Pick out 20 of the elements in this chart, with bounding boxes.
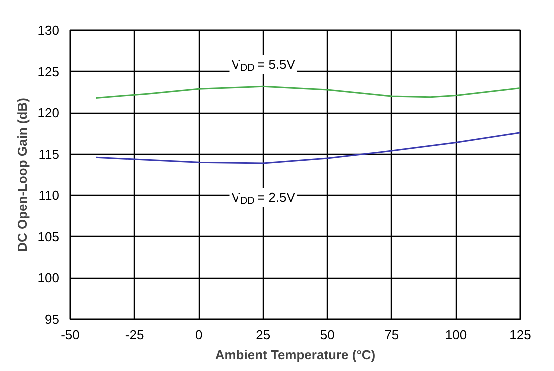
x-tick-label: -50 xyxy=(61,328,80,342)
y-tick-label: 100 xyxy=(38,270,60,286)
x-tick-label: 100 xyxy=(445,328,468,342)
x-axis-title: Ambient Temperature (°C) xyxy=(215,348,376,362)
line-series xyxy=(95,86,520,99)
line-series xyxy=(95,132,520,164)
x-tick-label: 0 xyxy=(195,328,203,342)
x-tick-label: 125 xyxy=(510,328,532,342)
y-tick-label: 115 xyxy=(38,146,60,162)
y-tick-label: 105 xyxy=(38,229,60,244)
y-tick-label: 130 xyxy=(38,23,60,38)
y-tick-label: 125 xyxy=(38,64,60,80)
x-tick-label: 25 xyxy=(256,328,271,342)
y-tick-label: 120 xyxy=(38,106,60,121)
x-tick-label: -25 xyxy=(125,328,144,342)
x-tick-label: 75 xyxy=(384,328,400,342)
y-tick-label: 95 xyxy=(45,312,60,327)
x-tick-label: 50 xyxy=(320,328,335,342)
y-axis-title: DC Open-Loop Gain (dB) xyxy=(14,98,30,252)
y-tick-label: 110 xyxy=(38,188,60,204)
